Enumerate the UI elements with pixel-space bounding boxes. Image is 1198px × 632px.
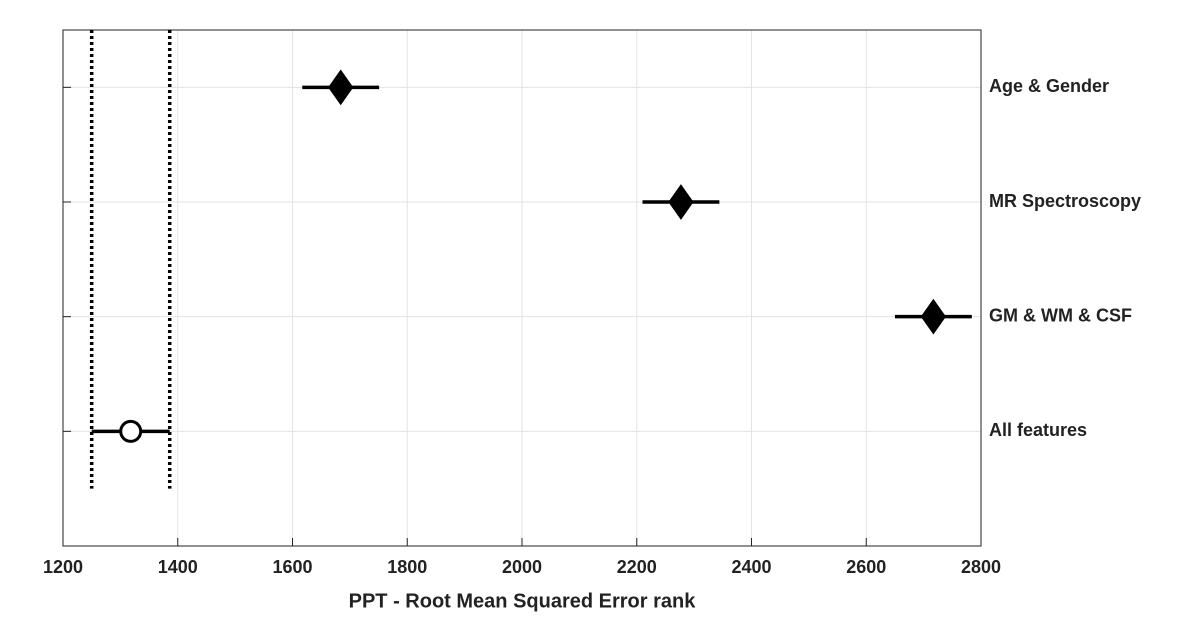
- x-tick-label: 1400: [158, 557, 198, 577]
- axes-box: [62, 29, 982, 547]
- marker: [920, 298, 946, 335]
- x-tick-label: 2200: [617, 557, 657, 577]
- y-tick-label: Age & Gender: [989, 76, 1109, 96]
- marker: [668, 184, 694, 220]
- x-tick-label: 1600: [272, 557, 312, 577]
- y-tick-label: GM & WM & CSF: [989, 305, 1132, 325]
- marker: [119, 419, 143, 443]
- marker: [328, 69, 354, 106]
- x-tick-label: 2400: [731, 557, 771, 577]
- y-tick-label: MR Spectroscopy: [989, 191, 1141, 211]
- x-tick-label: 1800: [387, 557, 427, 577]
- x-axis-label: PPT - Root Mean Squared Error rank: [349, 590, 697, 612]
- x-tick-label: 1200: [43, 557, 83, 577]
- y-tick-label: All features: [989, 420, 1087, 440]
- x-tick-label: 2000: [502, 557, 542, 577]
- x-tick-label: 2600: [846, 557, 886, 577]
- x-tick-label: 2800: [961, 557, 1001, 577]
